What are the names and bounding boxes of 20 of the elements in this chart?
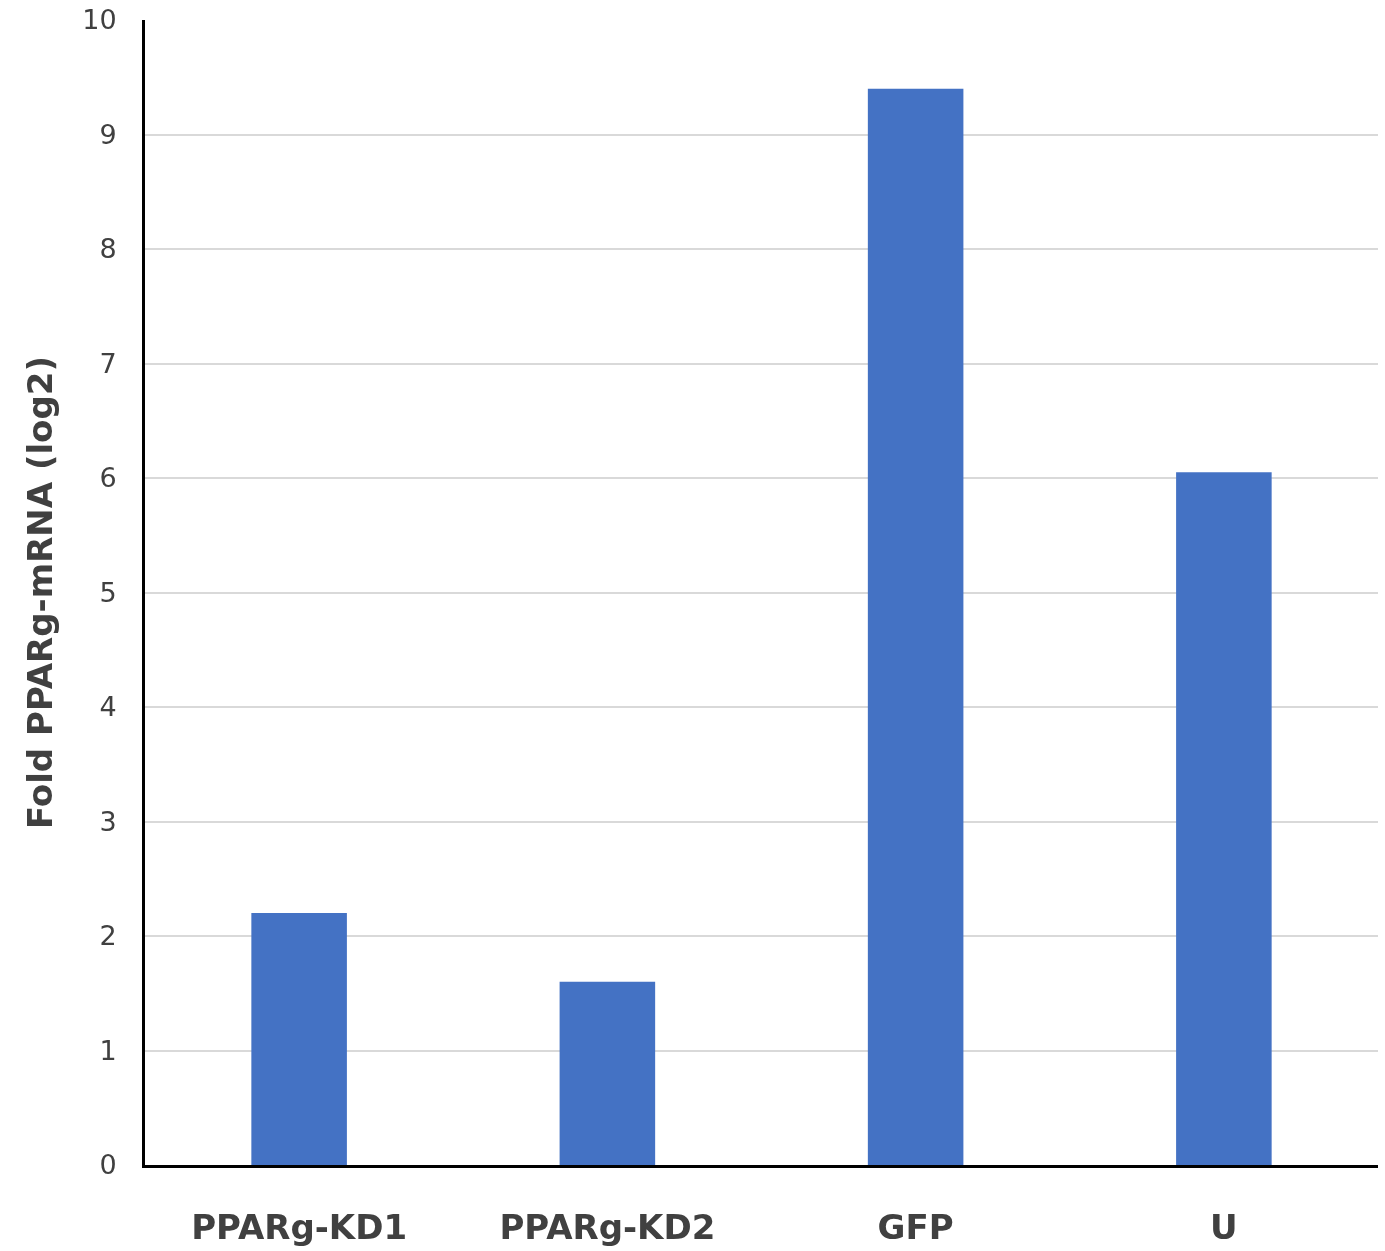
y-tick-label: 6: [99, 462, 117, 494]
x-tick-label: PPARg-KD2: [499, 1206, 716, 1247]
bar: [1176, 472, 1272, 1165]
bar: [867, 88, 964, 1165]
y-tick-label: 8: [99, 233, 117, 265]
x-tick-label: PPARg-KD1: [191, 1206, 408, 1247]
x-tick-label: GFP: [877, 1206, 954, 1247]
x-tick-label: U: [1210, 1206, 1238, 1247]
y-tick-label: 0: [99, 1149, 117, 1181]
y-tick-label: 7: [99, 347, 117, 379]
y-tick-label: 9: [99, 118, 117, 150]
y-tick-label: 10: [82, 4, 117, 36]
y-tick-label: 4: [99, 691, 117, 723]
y-axis-title: Fold PPARg-mRNA (log2): [19, 356, 60, 829]
y-tick-label: 1: [99, 1034, 117, 1066]
bar: [559, 981, 656, 1165]
y-tick-label: 3: [99, 805, 117, 837]
y-tick-label: 2: [99, 920, 117, 952]
bar: [251, 913, 347, 1165]
y-tick-label: 5: [99, 576, 117, 608]
